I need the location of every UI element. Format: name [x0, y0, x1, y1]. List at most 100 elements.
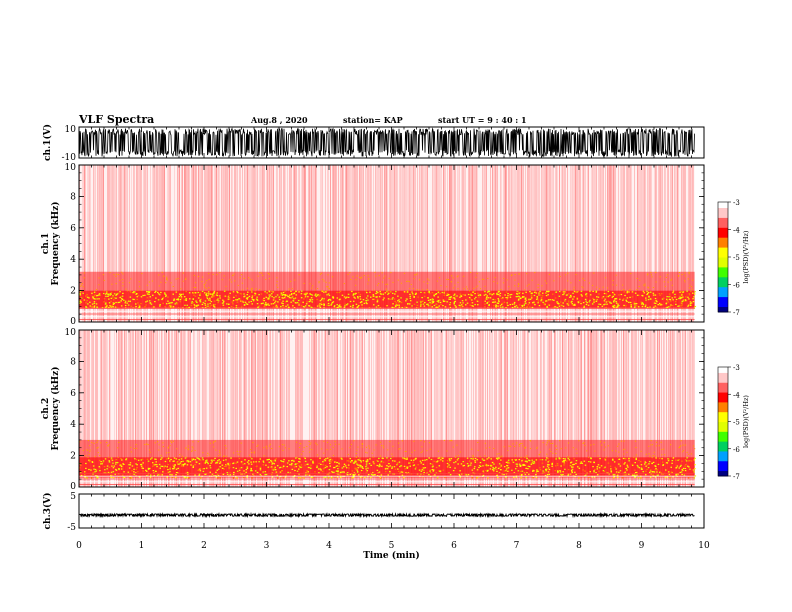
ch2-spectrogram-speckle — [172, 440, 174, 442]
ch2-spectrogram-speckle — [88, 461, 91, 463]
ch2-spectrogram-speckle — [225, 464, 227, 466]
ch1-spectrogram-speckle — [468, 290, 471, 292]
ch2-spectrogram-speckle — [136, 447, 138, 449]
ch2-spectrogram-speckle — [284, 447, 286, 449]
ch2-spectrogram-speckle — [253, 474, 255, 476]
ch2-spectrogram-speckle — [571, 470, 573, 472]
ch2-spectrogram-speckle — [525, 467, 527, 469]
ch2-spectrogram-speckle — [407, 472, 410, 474]
ch1-spectrogram-speckle — [531, 297, 533, 299]
ch1-spectrogram-speckle — [567, 300, 570, 302]
ch1-spectrogram-speckle — [92, 297, 95, 299]
ch2-spectrogram-speckle — [555, 445, 557, 447]
ch2-spectrogram-speckle — [404, 451, 406, 452]
ch1-spectrogram-streak — [154, 165, 155, 322]
ch1-spectrogram-speckle — [448, 294, 451, 296]
ch2-spectrogram-speckle — [336, 461, 338, 464]
ch1-spectrogram-speckle — [612, 291, 614, 294]
ch2-spectrogram-speckle — [106, 468, 108, 470]
ch1-spectrogram-speckle — [262, 302, 264, 304]
ch1-spectrogram-speckle — [204, 307, 207, 309]
ch2-spectrogram-streak — [466, 330, 467, 487]
ch1-spectrogram-speckle — [470, 294, 472, 296]
ch2-spectrogram-streak — [375, 330, 376, 487]
ch1-spectrogram-speckle — [679, 298, 682, 300]
ch2-spectrogram-streak — [412, 330, 413, 487]
ch1-spectrogram-speckle — [96, 288, 98, 290]
ch2-spectrogram-speckle — [103, 466, 106, 468]
ch1-spectrogram-speckle — [136, 296, 138, 298]
ch1-spectrogram-speckle — [476, 300, 479, 302]
ch1-spectrogram-speckle — [226, 303, 228, 305]
ch2-spectrogram-streak — [244, 330, 245, 487]
ch1-spectrogram-speckle — [465, 304, 467, 306]
ch2-spectrogram-speckle — [271, 466, 273, 468]
ch1-spectrogram-speckle — [626, 300, 628, 303]
ch2-spectrogram-speckle — [560, 465, 562, 467]
ch1-spectrogram-streak — [435, 165, 436, 322]
ch1-spectrogram-streak — [543, 165, 544, 322]
ch2-spectrogram-speckle — [209, 442, 211, 444]
ch1-spectrogram-speckle — [264, 291, 266, 293]
ch1-spectrogram-speckle — [94, 298, 96, 300]
ch2-spectrogram-speckle — [112, 477, 115, 479]
ch1-spectrogram-speckle — [622, 284, 624, 286]
ch1-spectrogram-speckle — [130, 291, 132, 293]
ch2-spectrogram-speckle — [230, 457, 232, 459]
ch1-spectrogram-streak — [321, 165, 322, 322]
ch2-spectrogram-speckle — [108, 456, 110, 458]
ch1-spectrogram-speckle — [161, 297, 164, 300]
ch2-spectrogram-speckle — [304, 464, 306, 466]
ch1-spectrogram-speckle — [93, 291, 96, 293]
ch1-spectrogram-streak — [438, 165, 439, 322]
ch2-spectrogram-speckle — [458, 455, 460, 457]
ch1-spectrogram-speckle — [93, 301, 96, 303]
ch2-spectrogram-speckle — [86, 449, 88, 451]
ch2-spectrogram-speckle — [91, 461, 94, 463]
ch1-spectrogram-speckle — [545, 300, 547, 302]
ch2-spectrogram-speckle — [107, 445, 109, 447]
ch2-spectrogram-speckle — [357, 467, 359, 469]
ch1-spectrogram-speckle — [283, 297, 286, 299]
ch1-spectrogram-streak — [613, 165, 614, 322]
ch2-spectrogram-speckle — [306, 470, 308, 472]
ch1-spectrogram-speckle — [103, 301, 105, 303]
ch1-spectrogram-speckle — [685, 296, 687, 298]
ch1-spectrogram-speckle — [579, 300, 581, 302]
ch1-spectrogram-streak — [628, 165, 629, 322]
ch1-spectrogram-streak — [406, 165, 407, 322]
ch1-spectrogram-speckle — [219, 272, 221, 274]
ch1-spectrogram-speckle — [684, 281, 686, 283]
ch2-spectrogram-speckle — [320, 469, 322, 471]
ch2-spectrogram-speckle — [208, 454, 210, 456]
ch1-spectrogram-speckle — [688, 293, 691, 295]
ch1-spectrogram-speckle — [469, 304, 471, 306]
ch2-spectrogram-speckle — [149, 476, 152, 478]
ch2-spectrogram-speckle — [110, 458, 113, 460]
ch2-spectrogram-speckle — [316, 444, 318, 446]
ch1-spectrogram-speckle — [276, 277, 278, 279]
ch2-spectrogram-speckle — [229, 474, 232, 476]
ch2-spectrogram-speckle — [681, 460, 683, 462]
ch1-spectrogram-streak — [159, 165, 160, 322]
ch1-spectrogram-speckle — [148, 291, 150, 294]
ch1-spectrogram-streak — [574, 165, 575, 322]
ch2-spectrogram-speckle — [398, 461, 401, 463]
ch1-spectrogram-speckle — [667, 301, 669, 303]
ch2-spectrogram-streak — [580, 330, 581, 487]
ch1-spectrogram-speckle — [655, 281, 657, 283]
ch1-spectrogram-speckle — [385, 288, 387, 290]
ch2-spectrogram-speckle — [608, 473, 610, 475]
ch1-spectrogram-streak — [647, 165, 648, 322]
ch2-spectrogram-speckle — [198, 474, 200, 476]
ch2-spectrogram-speckle — [559, 440, 561, 442]
ch2-spectrogram-speckle — [688, 460, 691, 462]
ch2-spectrogram-streak — [203, 330, 204, 487]
ch2-spectrogram-streak — [351, 330, 352, 487]
ch2-spectrogram-speckle — [228, 466, 231, 468]
ch2-spectrogram-speckle — [609, 465, 612, 467]
ch1-spectrogram-streak — [269, 165, 270, 322]
ch1-spectrogram-speckle — [103, 279, 105, 281]
ch1-spectrogram-speckle — [376, 301, 379, 303]
ch2-spectrogram-speckle — [537, 470, 539, 472]
